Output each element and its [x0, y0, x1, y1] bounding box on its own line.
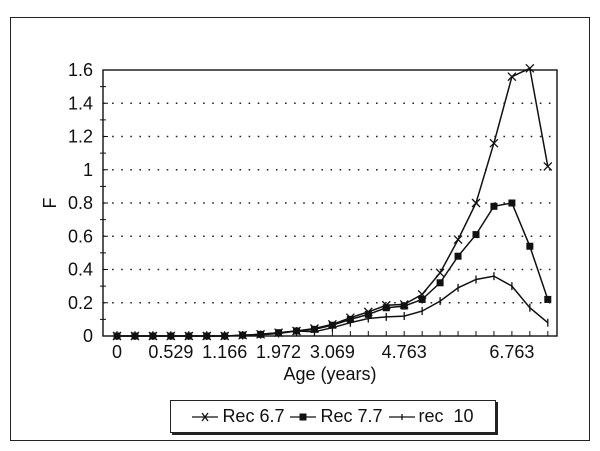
y-tick-label: 1.6 [68, 60, 93, 80]
x-tick-label: 1.972 [256, 342, 301, 362]
y-axis-label: F [40, 198, 60, 209]
y-tick-label: 0.8 [68, 193, 93, 213]
y-tick-label: 0 [83, 326, 93, 346]
y-tick-label: 1 [83, 160, 93, 180]
plus-marker-icon [388, 413, 415, 420]
y-tick-label: 1.2 [68, 127, 93, 147]
y-tick-label: 0.2 [68, 293, 93, 313]
square-marker-icon [290, 413, 317, 420]
x-axis-label: Age (years) [283, 364, 376, 384]
y-tick-label: 1.4 [68, 93, 93, 113]
legend-item-rec-7-7: Rec 7.7 [290, 406, 383, 427]
x-tick-label: 1.166 [202, 342, 247, 362]
legend-label: rec 10 [418, 406, 474, 426]
line-chart: 0 0.2 0.4 0.6 0.8 1 1.2 1.4 1.6 0 0.529 1.166 1.972 3… [40, 60, 558, 384]
y-tick-label: 0.6 [68, 226, 93, 246]
x-tick-label: 3.069 [310, 342, 355, 362]
x-tick-label: 0.529 [148, 342, 193, 362]
legend-label: Rec 6.7 [222, 406, 285, 426]
legend: Rec 6.7 Rec 7.7 rec 10 [170, 400, 496, 433]
series-rec-6-7 [112, 63, 553, 341]
x-tick-label: 0 [112, 342, 122, 362]
legend-item-rec-6-7: Rec 6.7 [192, 406, 284, 427]
x-tick-label: 6.763 [489, 342, 534, 362]
x-marker-icon [192, 412, 219, 421]
legend-label: Rec 7.7 [320, 406, 383, 426]
series-rec-10 [116, 272, 549, 340]
chart-frame [10, 17, 590, 441]
plot-area [102, 69, 558, 337]
legend-item-rec-10: rec 10 [388, 406, 474, 427]
y-tick-label: 0.4 [68, 260, 93, 280]
x-tick-label: 4.763 [382, 342, 427, 362]
